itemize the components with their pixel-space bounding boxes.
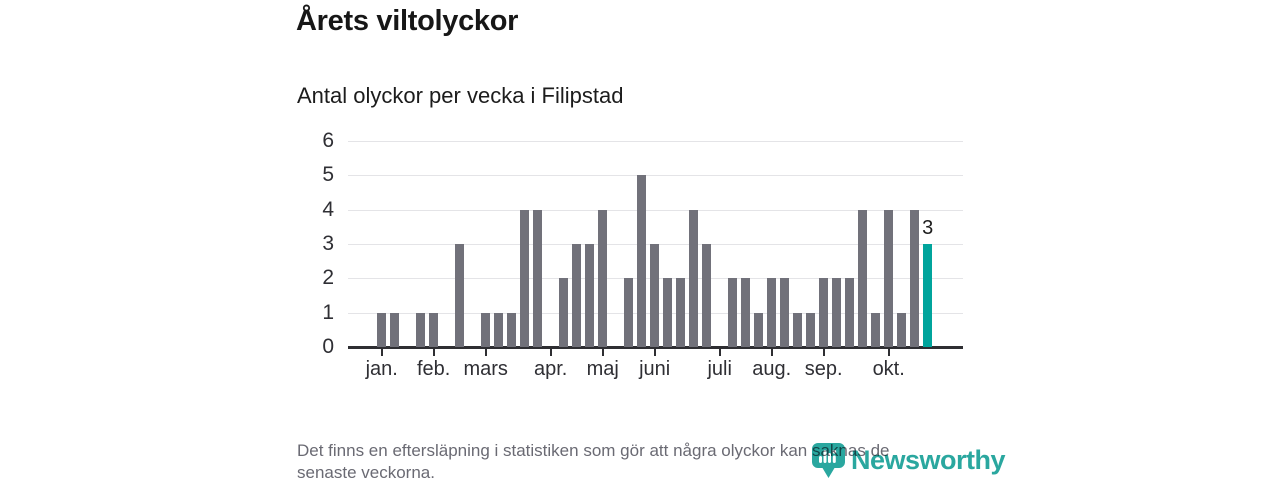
month-tick-apr (549, 347, 552, 356)
bar (507, 312, 517, 347)
newsworthy-wordmark: Newsworthy (851, 445, 1006, 475)
month-tick-juli (718, 347, 721, 356)
footer-note-line2: senaste veckorna. (297, 462, 435, 480)
bar (793, 312, 803, 347)
bar (520, 209, 530, 347)
y-axis-label: 6 (322, 129, 334, 153)
bar (676, 278, 686, 347)
month-tick-mars (484, 347, 487, 356)
bar (650, 244, 660, 347)
bar (741, 278, 751, 347)
month-tick-aug (770, 347, 773, 356)
bar (559, 278, 569, 347)
bar (533, 209, 543, 347)
month-label-feb: feb. (417, 358, 451, 380)
month-label-okt: okt. (872, 358, 905, 380)
bar (598, 209, 608, 347)
footer-note: Det finns en eftersläpning i statistiken… (297, 440, 997, 480)
month-label-aug: aug. (752, 358, 792, 380)
month-label-jan: jan. (365, 358, 398, 380)
gridline-y5 (347, 175, 963, 177)
y-axis-label: 1 (322, 300, 334, 324)
bar (481, 312, 491, 347)
footer-note-line1: Det finns en eftersläpning i statistiken… (297, 441, 890, 460)
bar (845, 278, 855, 347)
y-axis-label: 0 (322, 335, 334, 358)
month-tick-juni (653, 347, 656, 356)
bar (624, 278, 634, 347)
bar-value-label: 3 (922, 217, 934, 239)
bar (377, 312, 387, 347)
bar (819, 278, 829, 347)
bar (871, 312, 881, 347)
bar (832, 278, 842, 347)
bar (767, 278, 777, 347)
month-tick-sep (822, 347, 825, 356)
gridline-y6 (347, 141, 963, 143)
gridline-y4 (347, 209, 963, 211)
month-label-maj: maj (586, 358, 619, 380)
bar (585, 244, 595, 347)
month-label-mars: mars (463, 358, 508, 380)
page-title: Årets viltolyckor (296, 5, 519, 37)
bar (858, 209, 868, 347)
bar (897, 312, 907, 347)
bar (884, 209, 894, 347)
highlight-bar (923, 244, 933, 347)
bar (455, 244, 465, 347)
month-label-sep: sep. (804, 358, 843, 380)
y-axis-label: 4 (322, 197, 334, 221)
month-tick-jan (380, 347, 383, 356)
bar (689, 209, 699, 347)
chart-subtitle: Antal olyckor per vecka i Filipstad (297, 83, 624, 108)
month-tick-okt (887, 347, 890, 356)
y-axis-label: 3 (322, 232, 334, 255)
bar (416, 312, 426, 347)
x-axis-line (347, 345, 963, 349)
bar (728, 278, 738, 347)
bar (780, 278, 790, 347)
month-label-juli: juli (707, 358, 732, 380)
bar (572, 244, 582, 347)
y-axis-label: 5 (322, 163, 334, 187)
bar (494, 312, 504, 347)
y-axis-label: 2 (322, 266, 334, 290)
month-tick-maj (601, 347, 604, 356)
bar (429, 312, 439, 347)
bar (910, 209, 920, 347)
bar (390, 312, 400, 347)
newsworthy-logo: Newsworthy (812, 443, 1006, 478)
bar (702, 244, 712, 347)
bar (806, 312, 816, 347)
month-label-apr: apr. (534, 358, 568, 380)
bar (663, 278, 673, 347)
bar (754, 312, 764, 347)
month-tick-feb (432, 347, 435, 356)
newsworthy-pin-barchart-icon (812, 443, 845, 478)
bar (637, 175, 647, 347)
month-label-juni: juni (639, 358, 671, 380)
